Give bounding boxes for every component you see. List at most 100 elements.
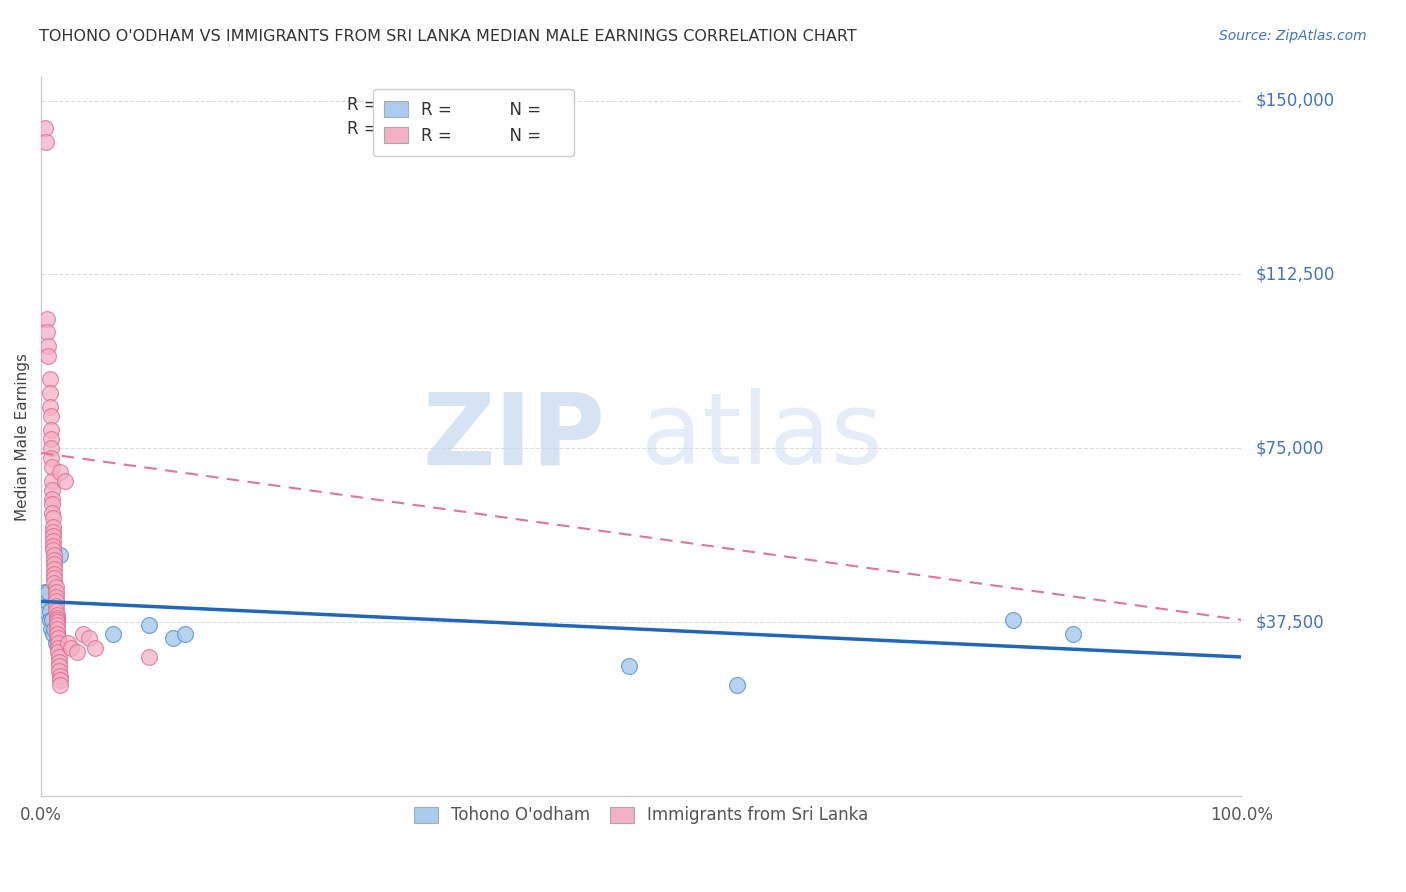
Point — [66, 645, 89, 659]
Point — [45, 613, 67, 627]
Point — [60, 640, 83, 655]
Point — [44, 566, 66, 581]
Point — [44, 558, 66, 572]
Point — [44, 562, 66, 576]
Point — [46, 632, 69, 646]
Point — [48, 664, 70, 678]
Point — [44, 599, 66, 613]
Point — [44, 552, 66, 566]
Point — [41, 492, 63, 507]
Point — [77, 632, 100, 646]
Point — [53, 474, 76, 488]
Point — [45, 615, 67, 630]
Point — [56, 636, 79, 650]
Point — [42, 534, 65, 549]
Point — [44, 571, 66, 585]
Text: atlas: atlas — [641, 388, 883, 485]
Text: R =: R = — [347, 120, 384, 138]
Point — [44, 590, 66, 604]
Point — [42, 539, 65, 553]
Point — [44, 622, 66, 636]
Point — [138, 650, 160, 665]
Point — [46, 640, 69, 655]
Point — [725, 678, 748, 692]
Point — [41, 483, 63, 497]
Text: $75,000: $75,000 — [1256, 440, 1324, 458]
Point — [45, 608, 67, 623]
Point — [49, 673, 72, 688]
Point — [49, 678, 72, 692]
Point — [42, 543, 65, 558]
Text: TOHONO O'ODHAM VS IMMIGRANTS FROM SRI LANKA MEDIAN MALE EARNINGS CORRELATION CHA: TOHONO O'ODHAM VS IMMIGRANTS FROM SRI LA… — [39, 29, 858, 44]
Point — [38, 400, 60, 414]
Point — [49, 465, 72, 479]
Text: 67: 67 — [461, 120, 482, 138]
Legend: Tohono O'odham, Immigrants from Sri Lanka: Tohono O'odham, Immigrants from Sri Lank… — [405, 797, 879, 835]
Point — [44, 575, 66, 590]
Point — [42, 524, 65, 539]
Point — [44, 585, 66, 599]
Point — [1002, 613, 1025, 627]
Point — [45, 617, 67, 632]
Text: -0.556: -0.556 — [378, 95, 432, 114]
Point — [84, 640, 107, 655]
Point — [49, 548, 72, 562]
Text: 23: 23 — [461, 95, 482, 114]
Point — [38, 385, 60, 400]
Point — [1062, 627, 1084, 641]
Point — [35, 136, 58, 150]
Text: N =: N = — [427, 95, 475, 114]
Point — [42, 627, 65, 641]
Point — [101, 627, 124, 641]
Point — [48, 636, 70, 650]
Point — [39, 423, 62, 437]
Point — [41, 497, 63, 511]
Point — [619, 659, 641, 673]
Text: ZIP: ZIP — [422, 388, 606, 485]
Point — [42, 511, 65, 525]
Text: R =: R = — [347, 95, 384, 114]
Point — [48, 659, 70, 673]
Point — [37, 349, 59, 363]
Point — [38, 613, 60, 627]
Point — [138, 617, 160, 632]
Point — [39, 622, 62, 636]
Point — [37, 339, 59, 353]
Point — [41, 474, 63, 488]
Point — [45, 610, 67, 624]
Point — [41, 613, 63, 627]
Point — [37, 326, 59, 340]
Text: $37,500: $37,500 — [1256, 613, 1324, 632]
Point — [42, 520, 65, 534]
Y-axis label: Median Male Earnings: Median Male Earnings — [15, 352, 30, 521]
Point — [44, 594, 66, 608]
Text: -0.014: -0.014 — [378, 120, 432, 138]
Point — [44, 548, 66, 562]
Point — [34, 585, 56, 599]
Point — [41, 506, 63, 520]
Point — [37, 585, 59, 599]
Point — [45, 627, 67, 641]
Point — [42, 529, 65, 543]
Point — [45, 627, 67, 641]
Point — [35, 604, 58, 618]
Point — [44, 604, 66, 618]
Point — [39, 442, 62, 456]
Point — [45, 622, 67, 636]
Text: $112,500: $112,500 — [1256, 266, 1334, 284]
Text: N =: N = — [427, 120, 475, 138]
Point — [174, 627, 197, 641]
Point — [39, 432, 62, 446]
Point — [39, 409, 62, 423]
Point — [37, 594, 59, 608]
Point — [37, 311, 59, 326]
Point — [162, 632, 184, 646]
Point — [44, 636, 66, 650]
Point — [38, 604, 60, 618]
Point — [34, 121, 56, 136]
Text: Source: ZipAtlas.com: Source: ZipAtlas.com — [1219, 29, 1367, 43]
Point — [72, 627, 94, 641]
Point — [48, 655, 70, 669]
Point — [48, 650, 70, 665]
Text: $150,000: $150,000 — [1256, 92, 1334, 110]
